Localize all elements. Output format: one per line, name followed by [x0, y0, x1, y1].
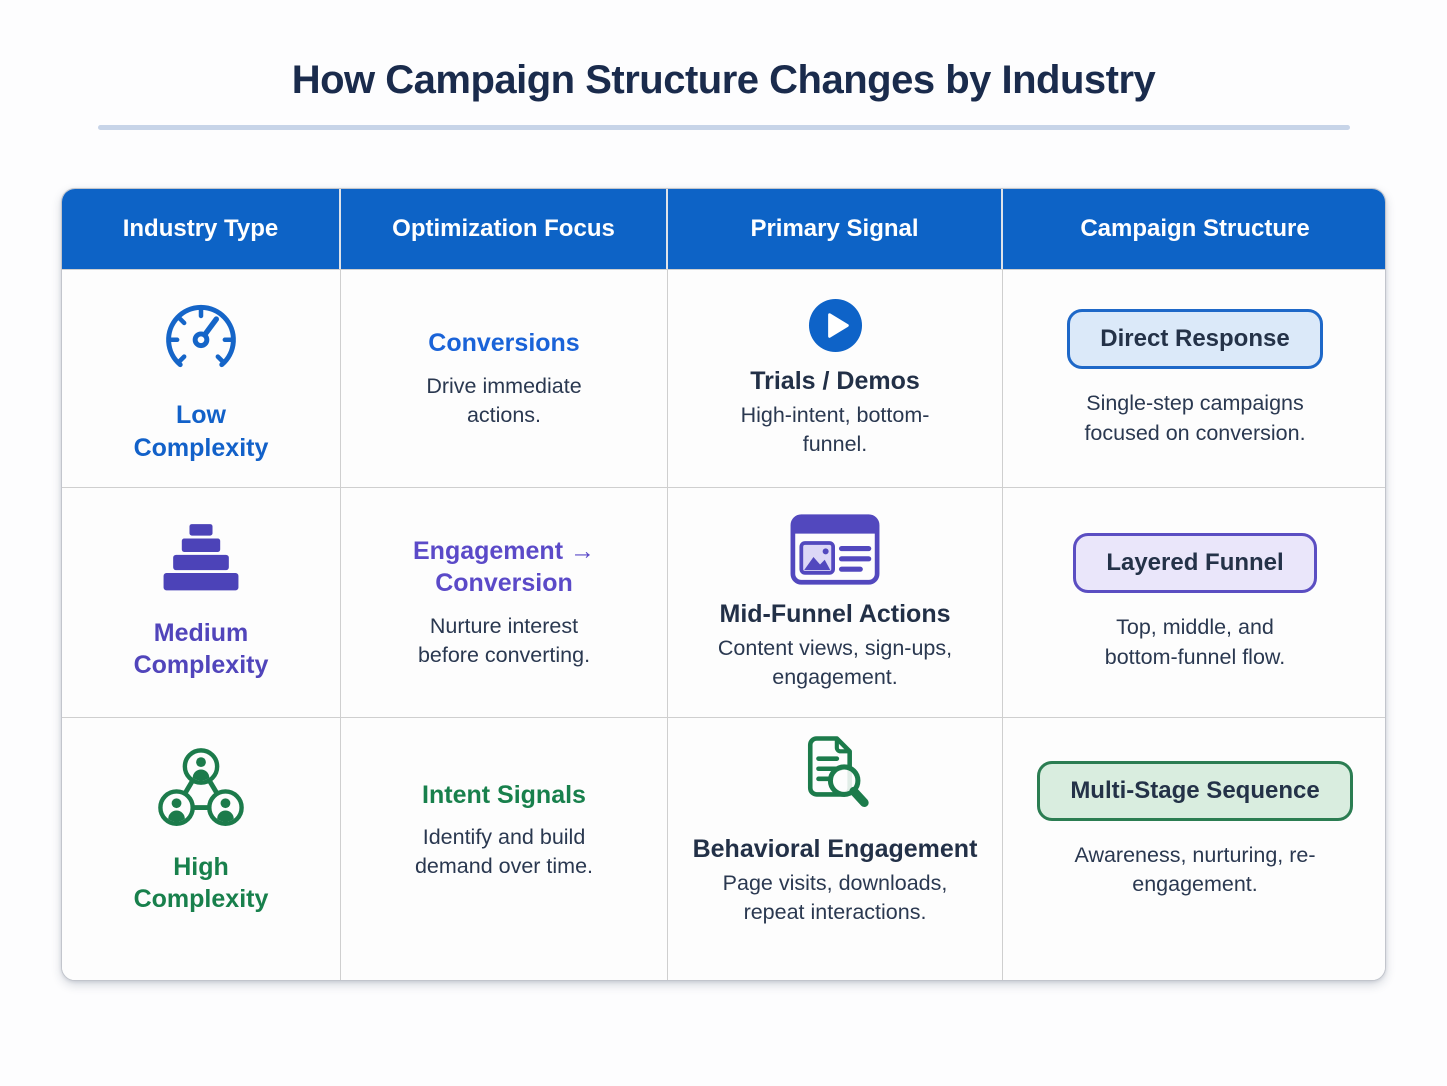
industry-label: Medium Complexity — [133, 618, 269, 680]
optimization-description: Nurture interest before converting. — [417, 613, 591, 667]
optimization-heading: Engagement → Conversion — [413, 536, 595, 598]
page-title: How Campaign Structure Changes by Indust… — [291, 58, 1156, 102]
signal-heading: Mid-Funnel Actions — [719, 599, 951, 628]
column-header-industry-type: Industry Type — [62, 189, 341, 269]
signal-description: Page visits, downloads, repeat interacti… — [722, 870, 948, 924]
signal-description: Content views, sign-ups, engagement. — [717, 635, 953, 689]
structure-badge: Multi-Stage Sequence — [1037, 760, 1353, 821]
signal-heading: Trials / Demos — [750, 366, 920, 395]
optimization-description: Identify and build demand over time. — [414, 825, 594, 879]
title-divider — [97, 125, 1350, 130]
cell-high-signal: Behavioral Engagement Page visits, downl… — [668, 717, 1003, 980]
industry-label: High Complexity — [133, 852, 269, 914]
people-network-icon — [152, 745, 250, 835]
signal-description: High-intent, bottom-funnel. — [740, 402, 930, 456]
document-search-icon — [789, 733, 881, 821]
play-icon — [808, 298, 863, 353]
pyramid-icon — [153, 523, 249, 601]
cell-high-industry: High Complexity — [62, 717, 341, 980]
column-header-campaign-structure: Campaign Structure — [1003, 189, 1385, 269]
signal-heading: Behavioral Engagement — [692, 834, 978, 863]
optimization-description: Drive immediate actions. — [426, 373, 582, 427]
structure-description: Top, middle, and bottom-funnel flow. — [1104, 615, 1286, 669]
cell-low-signal: Trials / Demos High-intent, bottom-funne… — [668, 269, 1003, 487]
cell-medium-optimization: Engagement → Conversion Nurture interest… — [341, 487, 668, 717]
structure-badge: Direct Response — [1067, 309, 1323, 370]
industry-label: Low Complexity — [133, 401, 269, 462]
optimization-heading: Intent Signals — [422, 780, 586, 809]
column-header-optimization-focus: Optimization Focus — [341, 189, 668, 269]
cell-high-structure: Multi-Stage Sequence Awareness, nurturin… — [1003, 717, 1385, 980]
optimization-heading: Conversions — [428, 329, 580, 358]
cell-low-optimization: Conversions Drive immediate actions. — [341, 269, 668, 487]
content-card-icon — [788, 513, 882, 586]
cell-low-structure: Direct Response Single-step campaigns fo… — [1003, 269, 1385, 487]
cell-medium-industry: Medium Complexity — [62, 487, 341, 717]
cell-high-optimization: Intent Signals Identify and build demand… — [341, 717, 668, 980]
table-grid: Industry Type Optimization Focus Primary… — [62, 189, 1385, 980]
cell-low-industry: Low Complexity — [62, 269, 341, 487]
column-header-primary-signal: Primary Signal — [668, 189, 1003, 269]
cell-medium-structure: Layered Funnel Top, middle, and bottom-f… — [1003, 487, 1385, 717]
comparison-table: Industry Type Optimization Focus Primary… — [61, 188, 1386, 981]
gauge-icon — [156, 293, 246, 383]
structure-description: Awareness, nurturing, re-engagement. — [1074, 842, 1316, 896]
structure-badge: Layered Funnel — [1073, 533, 1317, 594]
cell-medium-signal: Mid-Funnel Actions Content views, sign-u… — [668, 487, 1003, 717]
structure-description: Single-step campaigns focused on convers… — [1084, 391, 1306, 445]
